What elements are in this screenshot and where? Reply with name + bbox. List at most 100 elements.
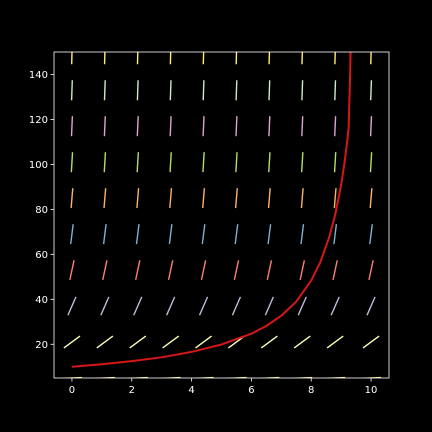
slope-segment — [136, 152, 140, 173]
slope-segment — [369, 152, 373, 173]
slope-segment — [235, 52, 238, 65]
slope-segment — [362, 335, 380, 349]
x-tick-label: 8 — [308, 385, 314, 396]
slope-segment — [268, 116, 271, 137]
slope-segment — [96, 335, 114, 349]
slope-segment — [195, 335, 213, 349]
slope-segment — [202, 188, 206, 209]
slope-segment — [102, 224, 107, 245]
slope-segment — [100, 296, 110, 316]
slope-segment — [330, 296, 340, 316]
slope-segment — [198, 296, 209, 316]
slope-segment — [368, 260, 374, 281]
slope-segment — [70, 52, 73, 65]
slope-segment — [136, 188, 140, 209]
y-tick-label: 140 — [29, 70, 48, 81]
direction-field — [61, 52, 382, 378]
slope-segment — [103, 116, 106, 137]
slope-segment — [169, 52, 172, 65]
slope-segment — [202, 116, 205, 137]
slope-segment — [235, 152, 238, 173]
slope-segment — [136, 116, 139, 137]
slope-segment — [268, 52, 271, 65]
slope-segment — [235, 80, 238, 101]
x-tick-label: 4 — [188, 385, 194, 396]
x-axis: 0 2 4 6 8 10 — [69, 378, 377, 396]
slope-segment — [267, 188, 271, 209]
slope-segment — [63, 335, 81, 349]
slope-segment — [370, 52, 372, 65]
slope-segment — [169, 80, 172, 101]
slope-segment — [267, 224, 272, 245]
slope-segment — [202, 152, 205, 173]
slope-segment — [300, 152, 304, 173]
y-tick-label: 100 — [29, 160, 48, 171]
slope-segment — [369, 188, 373, 209]
slope-segment — [70, 152, 74, 173]
slope-segment — [67, 296, 77, 316]
y-tick-label: 80 — [35, 205, 48, 216]
slope-segment — [162, 335, 180, 349]
slope-segment — [103, 152, 107, 173]
slope-segment — [167, 260, 174, 281]
y-tick-label: 120 — [29, 115, 48, 126]
slope-segment — [334, 116, 337, 137]
slope-segment — [202, 80, 205, 101]
solution-curve — [71, 52, 352, 368]
slope-segment — [201, 224, 206, 245]
solution-line — [71, 127, 350, 368]
slope-segment — [70, 188, 74, 209]
slope-segment — [136, 52, 139, 65]
slope-segment — [200, 260, 207, 281]
y-tick-label: 20 — [35, 340, 48, 351]
slope-segment — [301, 116, 304, 137]
slope-segment — [266, 260, 273, 281]
slope-segment — [234, 188, 238, 209]
slope-segment — [333, 224, 338, 245]
slope-segment — [234, 224, 239, 245]
slope-segment — [169, 116, 172, 137]
slope-segment — [370, 80, 373, 101]
x-tick-label: 0 — [69, 385, 75, 396]
slope-segment — [70, 224, 74, 245]
y-axis: 20 40 60 80 100 120 140 — [29, 70, 54, 351]
slope-segment — [260, 335, 278, 349]
slope-segment — [300, 188, 304, 209]
slope-segment — [366, 296, 376, 316]
plot-frame — [53, 51, 390, 379]
slope-segment — [301, 52, 304, 65]
slope-segment — [133, 296, 143, 316]
slope-segment — [369, 116, 373, 137]
y-tick-label: 60 — [35, 250, 48, 261]
slope-segment — [301, 80, 304, 101]
slope-segment — [268, 80, 271, 101]
slope-segment — [202, 52, 205, 65]
slope-segment — [300, 224, 305, 245]
slope-segment — [334, 52, 336, 65]
slope-segment — [231, 296, 242, 316]
x-tick-label: 6 — [248, 385, 254, 396]
slope-segment — [297, 296, 307, 316]
slope-segment — [169, 152, 172, 173]
slope-segment — [169, 188, 173, 209]
x-tick-label: 2 — [129, 385, 135, 396]
slope-segment — [129, 335, 147, 349]
y-tick-label: 40 — [35, 295, 48, 306]
slope-segment — [136, 80, 139, 101]
slope-segment — [268, 152, 271, 173]
slope-segment — [166, 296, 176, 316]
slope-segment — [333, 152, 337, 173]
slope-segment — [334, 80, 337, 101]
slope-segment — [264, 296, 275, 316]
slope-segment — [135, 224, 140, 245]
slope-segment — [70, 116, 74, 137]
slope-segment — [299, 260, 306, 281]
slope-segment — [293, 335, 311, 349]
slope-segment — [70, 80, 73, 101]
slope-segment — [103, 188, 107, 209]
slope-segment — [332, 260, 338, 281]
slope-segment — [103, 52, 106, 65]
slope-segment — [102, 260, 108, 281]
slope-segment — [134, 260, 141, 281]
